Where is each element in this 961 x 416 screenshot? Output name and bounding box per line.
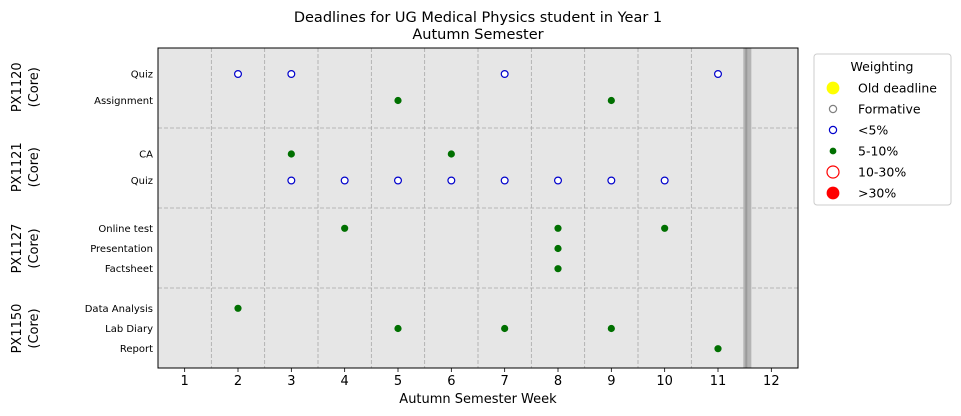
deadline-point — [447, 150, 455, 158]
data-points — [234, 69, 722, 353]
assessment-label: Quiz — [131, 176, 153, 187]
x-tick-label: 12 — [763, 374, 780, 389]
deadline-point — [500, 176, 509, 185]
current-week-band — [743, 48, 752, 368]
assessment-label: CA — [139, 150, 153, 161]
deadline-point — [553, 176, 562, 185]
deadline-point — [394, 176, 403, 185]
legend-label: 10-30% — [858, 165, 906, 180]
chart-title-line-1: Deadlines for UG Medical Physics student… — [294, 10, 662, 26]
x-tick-label: 8 — [554, 374, 562, 389]
legend-box — [813, 53, 952, 206]
module-label: PX1120 (Core) — [10, 62, 42, 112]
x-tick-label: 7 — [501, 374, 509, 389]
module-label: PX1121 (Core) — [10, 142, 42, 192]
legend-marker — [828, 104, 838, 114]
deadline-point — [714, 345, 722, 353]
module-type: (Core) — [27, 147, 42, 187]
deadline-point — [501, 324, 509, 333]
deadline-point — [554, 265, 562, 273]
module-type: (Core) — [27, 67, 42, 107]
deadline-point — [341, 224, 349, 232]
deadline-point — [554, 244, 562, 253]
legend-marker — [826, 186, 840, 200]
assessment-label: Assignment — [94, 96, 153, 107]
x-tick-label: 11 — [710, 374, 727, 389]
deadline-point — [661, 224, 669, 232]
legend-title: Weighting — [851, 59, 914, 74]
deadline-point — [394, 96, 402, 105]
module-label: PX1127 (Core) — [10, 224, 42, 274]
assessment-label: Lab Diary — [105, 324, 153, 335]
assessment-label: Presentation — [90, 244, 153, 255]
legend-label: >30% — [858, 186, 896, 201]
x-tick-label: 9 — [607, 374, 615, 389]
assessment-label: Data Analysis — [85, 304, 153, 315]
deadline-point — [340, 176, 349, 185]
legend-label: Old deadline — [858, 81, 937, 96]
x-tick-label: 3 — [287, 374, 295, 389]
deadline-point — [607, 176, 616, 185]
deadline-point — [234, 69, 243, 78]
deadline-point — [394, 324, 402, 333]
legend-label: 5-10% — [858, 144, 898, 159]
x-tick-label: 6 — [447, 374, 455, 389]
x-tick-label: 4 — [341, 374, 349, 389]
plot-frame — [157, 47, 799, 369]
legend-label: <5% — [858, 123, 888, 138]
assessment-label: Report — [120, 344, 153, 355]
legend-marker — [826, 165, 840, 179]
deadline-point — [607, 324, 615, 333]
assessment-label: Quiz — [131, 70, 153, 81]
module-code: PX1120 — [10, 62, 25, 112]
chart-title-line-2: Autumn Semester — [412, 27, 543, 43]
module-label: PX1150 (Core) — [10, 304, 42, 354]
module-type: (Core) — [27, 228, 42, 268]
module-code: PX1127 — [10, 224, 25, 274]
module-code: PX1150 — [10, 304, 25, 354]
deadline-point — [500, 69, 509, 78]
x-tick-label: 1 — [181, 374, 189, 389]
x-tick-label: 2 — [234, 374, 242, 389]
legend-marker — [826, 81, 840, 95]
module-code: PX1121 — [10, 142, 25, 192]
x-axis-label: Autumn Semester Week — [399, 392, 557, 407]
deadline-point — [713, 69, 722, 78]
legend-marker — [828, 125, 838, 135]
legend-label: Formative — [858, 102, 921, 117]
deadline-point — [234, 304, 242, 312]
legend-marker — [829, 147, 837, 155]
deadline-point — [287, 150, 295, 158]
deadline-point — [447, 176, 456, 185]
module-type: (Core) — [27, 308, 42, 348]
assessment-label: Online test — [98, 224, 153, 235]
assessment-label: Factsheet — [105, 264, 153, 275]
x-tick-label: 10 — [656, 374, 673, 389]
deadline-point — [607, 96, 615, 105]
deadline-point — [660, 176, 669, 185]
deadline-point — [554, 224, 562, 232]
deadline-point — [287, 176, 296, 185]
x-tick-label: 5 — [394, 374, 402, 389]
deadline-point — [287, 69, 296, 78]
x-axis-ticks: 1 2 3 4 5 6 7 8 9 10 11 12 — [181, 368, 780, 389]
legend: Weighting Old deadline Formative <5% 5-10% 1… — [813, 53, 952, 206]
